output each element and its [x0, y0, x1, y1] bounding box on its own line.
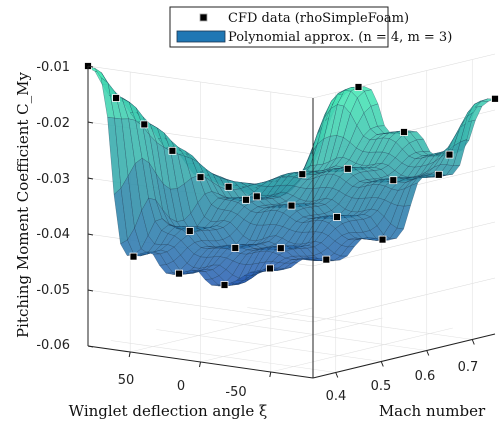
- xi-axis-label: Winglet deflection angle ξ: [69, 402, 268, 420]
- xi-tick-label: -50: [225, 385, 246, 400]
- cfd-data-point: [266, 264, 274, 273]
- z-axis-label: Pitching Moment Coefficient C_My: [14, 72, 32, 338]
- cfd-points-layer: [84, 62, 499, 289]
- mach-tick-mark: [335, 372, 339, 378]
- cfd-data-point: [175, 269, 183, 278]
- mach-tick-labels: 0.4 0.5 0.6 0.7: [326, 360, 479, 404]
- mach-tick-mark: [426, 350, 430, 356]
- cfd-data-point: [287, 201, 296, 210]
- cfd-data-point: [129, 252, 138, 261]
- xi-tick-mark: [269, 371, 272, 378]
- legend-label-poly: Polynomial approx. (n = 4, m = 3): [228, 30, 452, 45]
- xi-tick-label: 50: [118, 373, 135, 388]
- cfd-data-point: [185, 227, 194, 235]
- grid-line: [270, 327, 453, 373]
- mach-tick-label: 0.6: [415, 369, 436, 384]
- z-tick-label: -0.04: [36, 227, 70, 242]
- cfd-data-point: [400, 128, 408, 136]
- z-tick-label: -0.01: [36, 60, 70, 75]
- axes-layer: [87, 65, 496, 379]
- cfd-data-point: [491, 94, 499, 103]
- mach-tick-mark: [380, 361, 384, 367]
- z-tick-mark: [87, 233, 94, 236]
- cfd-data-point: [168, 146, 177, 155]
- cfd-data-point: [298, 170, 307, 179]
- cfd-data-point: [224, 182, 233, 191]
- grid-line: [201, 318, 427, 351]
- xi-tick-labels: 50 0 -50: [118, 373, 247, 400]
- z-tick-mark: [87, 289, 94, 292]
- cfd-data-point: [343, 164, 352, 173]
- cfd-data-point: [322, 255, 331, 264]
- xi-tick-mark: [128, 351, 131, 358]
- mach-tick-label: 0.5: [371, 379, 392, 394]
- cfd-data-point: [445, 150, 454, 159]
- mach-tick-mark: [471, 339, 475, 345]
- grid-line: [156, 329, 382, 362]
- z-tick-mark: [87, 65, 94, 68]
- z-tick-label: -0.06: [36, 338, 70, 353]
- grid-line: [312, 277, 496, 323]
- legend: CFD data (rhoSimpleFoam) Polynomial appr…: [169, 6, 452, 48]
- cfd-data-point: [354, 83, 363, 91]
- z-tick-labels: -0.01 -0.02 -0.03 -0.04 -0.05 -0.06: [36, 60, 70, 353]
- mach-axis-line: [312, 333, 496, 379]
- cfd-data-point: [276, 244, 285, 253]
- legend-label-cfd: CFD data (rhoSimpleFoam): [228, 11, 409, 26]
- z-tick-mark: [87, 121, 94, 124]
- grid-line: [312, 221, 496, 267]
- legend-surface-patch: [176, 30, 226, 43]
- cfd-data-point: [389, 176, 398, 185]
- grid-line: [110, 340, 336, 373]
- z-tick-label: -0.05: [36, 283, 70, 298]
- cfd-data-point: [220, 281, 229, 289]
- cfd-data-point: [140, 120, 149, 129]
- grid-line: [312, 53, 496, 99]
- cfd-data-point: [231, 244, 240, 252]
- z-tick-label: -0.03: [36, 172, 70, 187]
- mach-axis-label: Mach number: [379, 402, 486, 420]
- xi-tick-mark: [199, 361, 201, 368]
- z-tick-mark: [87, 345, 94, 348]
- cfd-data-point: [333, 213, 341, 221]
- cfd-data-point: [378, 235, 387, 244]
- cfd-data-point: [434, 170, 443, 179]
- cfd-data-point: [242, 195, 250, 204]
- xi-tick-label: 0: [177, 379, 185, 394]
- mach-tick-label: 0.4: [326, 389, 347, 404]
- legend-square-marker: [199, 13, 208, 22]
- z-tick-label: -0.02: [36, 116, 70, 131]
- cfd-data-point: [252, 192, 261, 201]
- grid-line: [130, 307, 313, 353]
- grid-line: [200, 317, 383, 363]
- cfd-data-point: [112, 94, 120, 102]
- cfd-data-point: [196, 173, 205, 182]
- surface-layer: [87, 67, 496, 287]
- mach-tick-label: 0.7: [458, 360, 479, 375]
- grid-line: [247, 307, 473, 340]
- z-tick-mark: [87, 177, 94, 180]
